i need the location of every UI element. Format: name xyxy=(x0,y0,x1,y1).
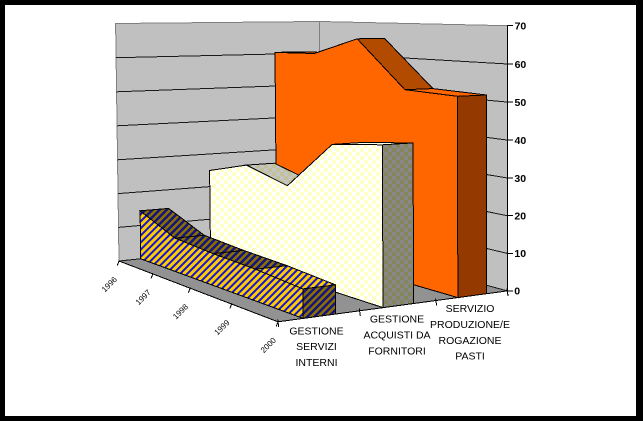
svg-text:PASTI: PASTI xyxy=(455,351,485,363)
svg-text:FORNITORI: FORNITORI xyxy=(368,345,426,357)
svg-text:ROGAZIONE: ROGAZIONE xyxy=(438,335,501,347)
svg-text:GESTIONE: GESTIONE xyxy=(370,314,424,326)
svg-text:10: 10 xyxy=(514,248,526,260)
svg-text:50: 50 xyxy=(515,97,527,109)
svg-text:0: 0 xyxy=(514,286,520,298)
svg-text:SERVIZIO: SERVIZIO xyxy=(446,303,495,315)
svg-text:ACQUISTI DA: ACQUISTI DA xyxy=(363,330,430,342)
svg-text:SERVIZI: SERVIZI xyxy=(296,341,337,353)
svg-text:20: 20 xyxy=(514,211,526,223)
svg-text:GESTIONE: GESTIONE xyxy=(289,325,343,337)
svg-text:30: 30 xyxy=(514,173,526,185)
svg-text:60: 60 xyxy=(515,59,527,71)
svg-text:70: 70 xyxy=(515,21,527,33)
svg-text:PRODUZIONE/E: PRODUZIONE/E xyxy=(430,319,510,331)
svg-text:40: 40 xyxy=(515,135,527,147)
svg-text:INTERNI: INTERNI xyxy=(296,357,338,369)
